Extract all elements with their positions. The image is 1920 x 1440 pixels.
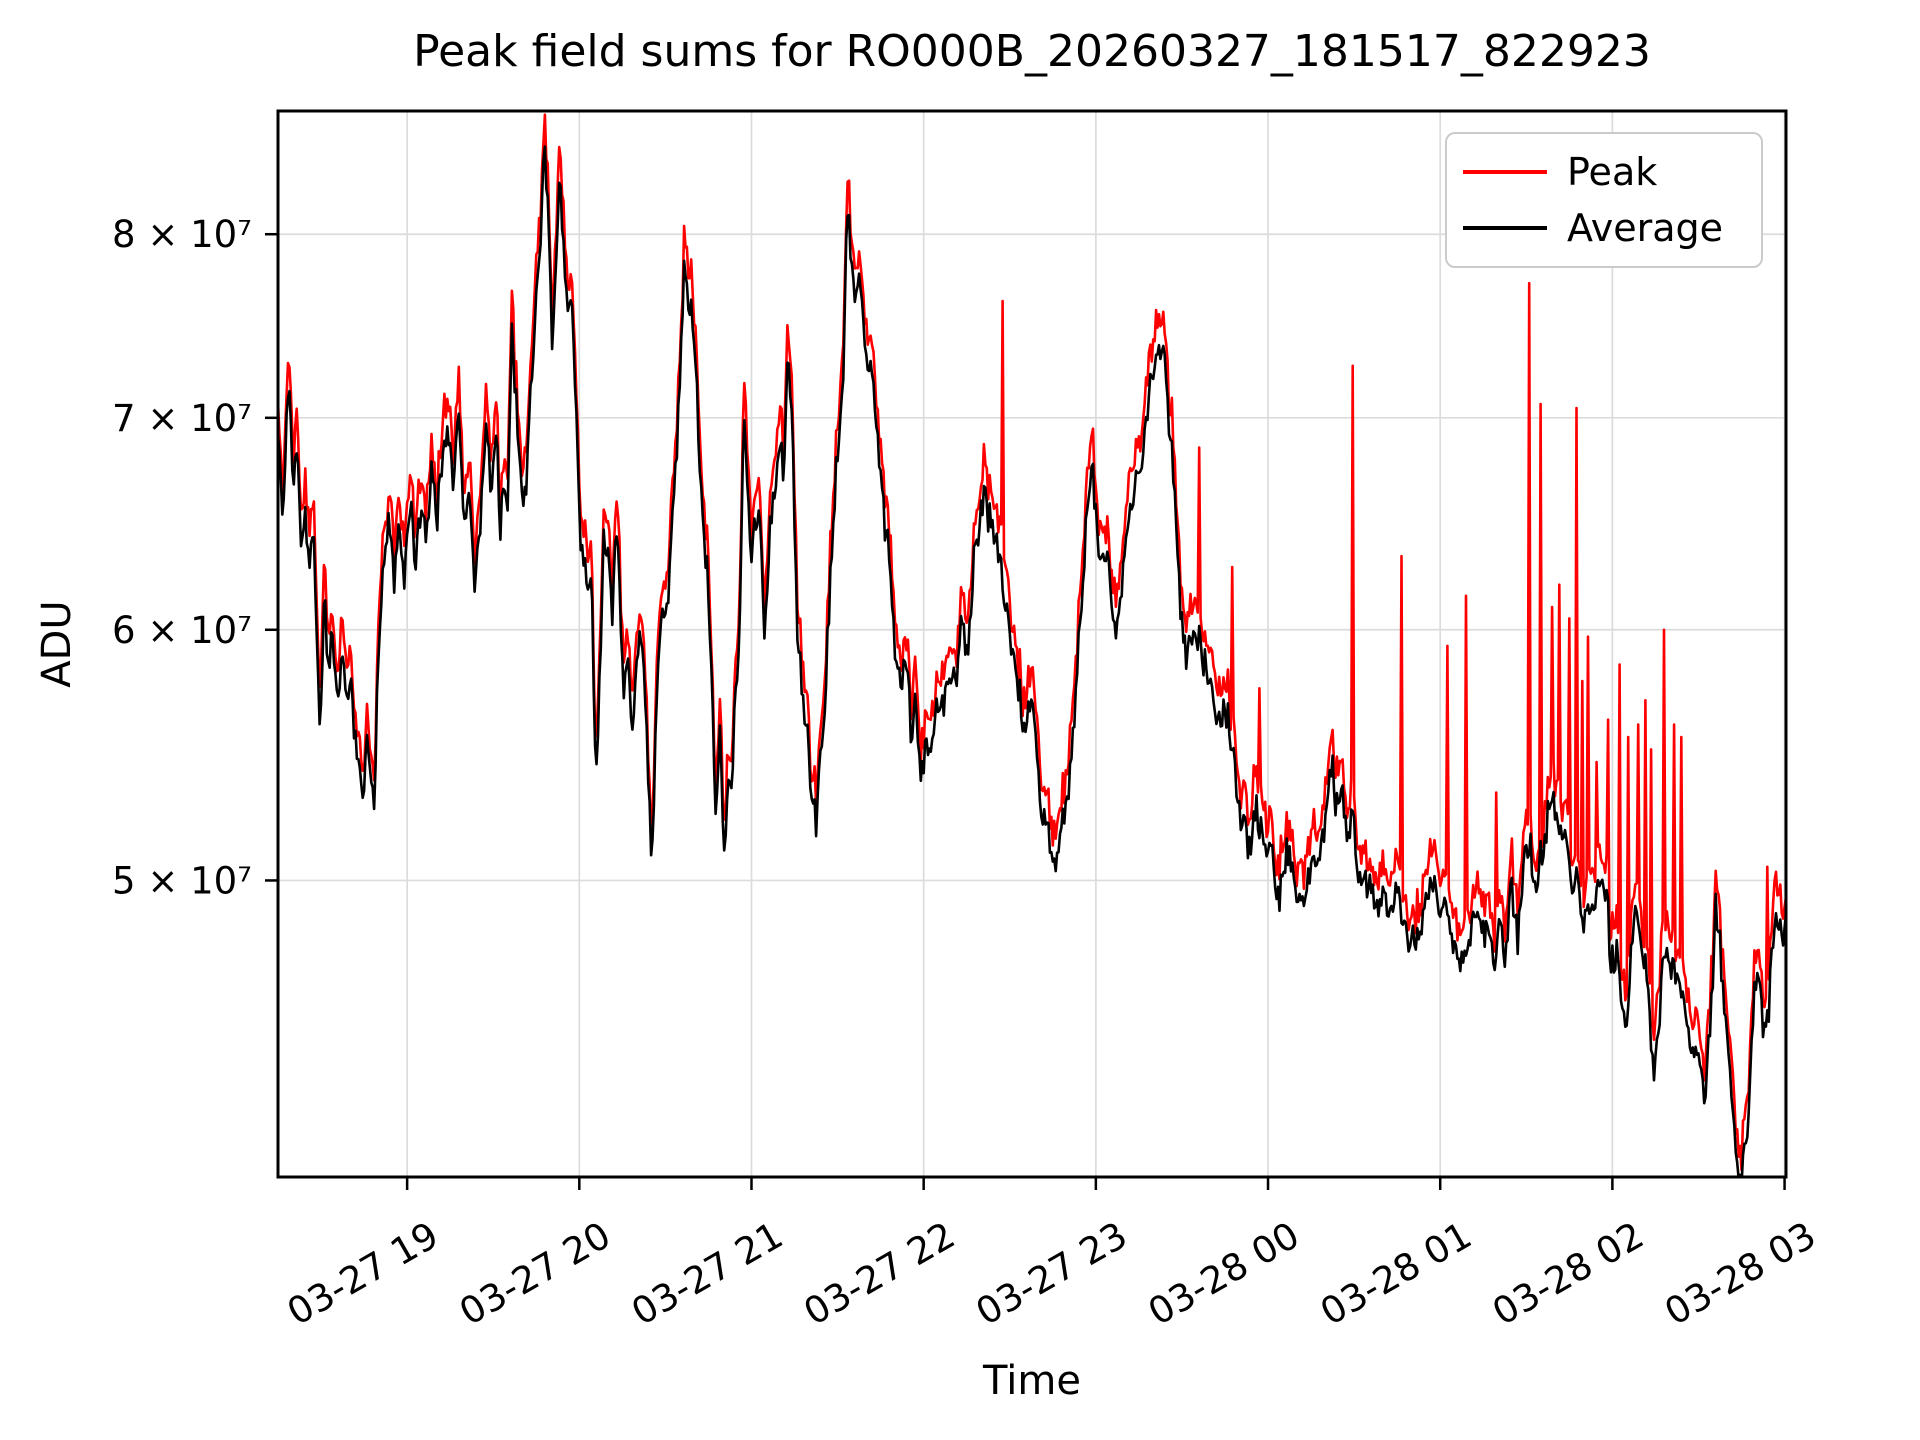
x-tick-label: 03-28 02: [1485, 1214, 1651, 1334]
legend-entry-average: Average: [1463, 209, 1761, 247]
x-tick-label: 03-27 23: [969, 1214, 1135, 1334]
x-tick-label: 03-28 01: [1313, 1214, 1479, 1334]
x-tick-label: 03-27 20: [452, 1214, 618, 1334]
series-peak-line: [278, 113, 1786, 1172]
x-tick-label: 03-28 00: [1141, 1214, 1307, 1334]
series-average-line: [278, 145, 1786, 1177]
legend-label-average: Average: [1567, 206, 1724, 251]
legend-label-peak: Peak: [1567, 149, 1658, 194]
axes-spines: [276, 109, 1788, 1179]
peak-line-swatch: [1463, 169, 1547, 174]
x-tick-label: 03-27 19: [280, 1214, 446, 1334]
y-tick-label: 6 × 10⁷: [112, 609, 252, 652]
y-tick-label: 5 × 10⁷: [112, 859, 252, 902]
legend-entry-peak: Peak: [1463, 153, 1761, 191]
x-tick-label: 03-27 22: [797, 1214, 963, 1334]
chart-title: Peak field sums for RO000B_20260327_1815…: [413, 26, 1651, 77]
x-axis-label: Time: [983, 1358, 1081, 1404]
average-line-swatch: [1463, 226, 1547, 231]
x-tick-label: 03-27 21: [624, 1214, 790, 1334]
legend: Peak Average: [1445, 132, 1763, 268]
x-tick-label: 03-28 03: [1657, 1214, 1823, 1334]
y-tick-label: 7 × 10⁷: [112, 397, 252, 440]
y-tick-label: 8 × 10⁷: [112, 213, 252, 256]
